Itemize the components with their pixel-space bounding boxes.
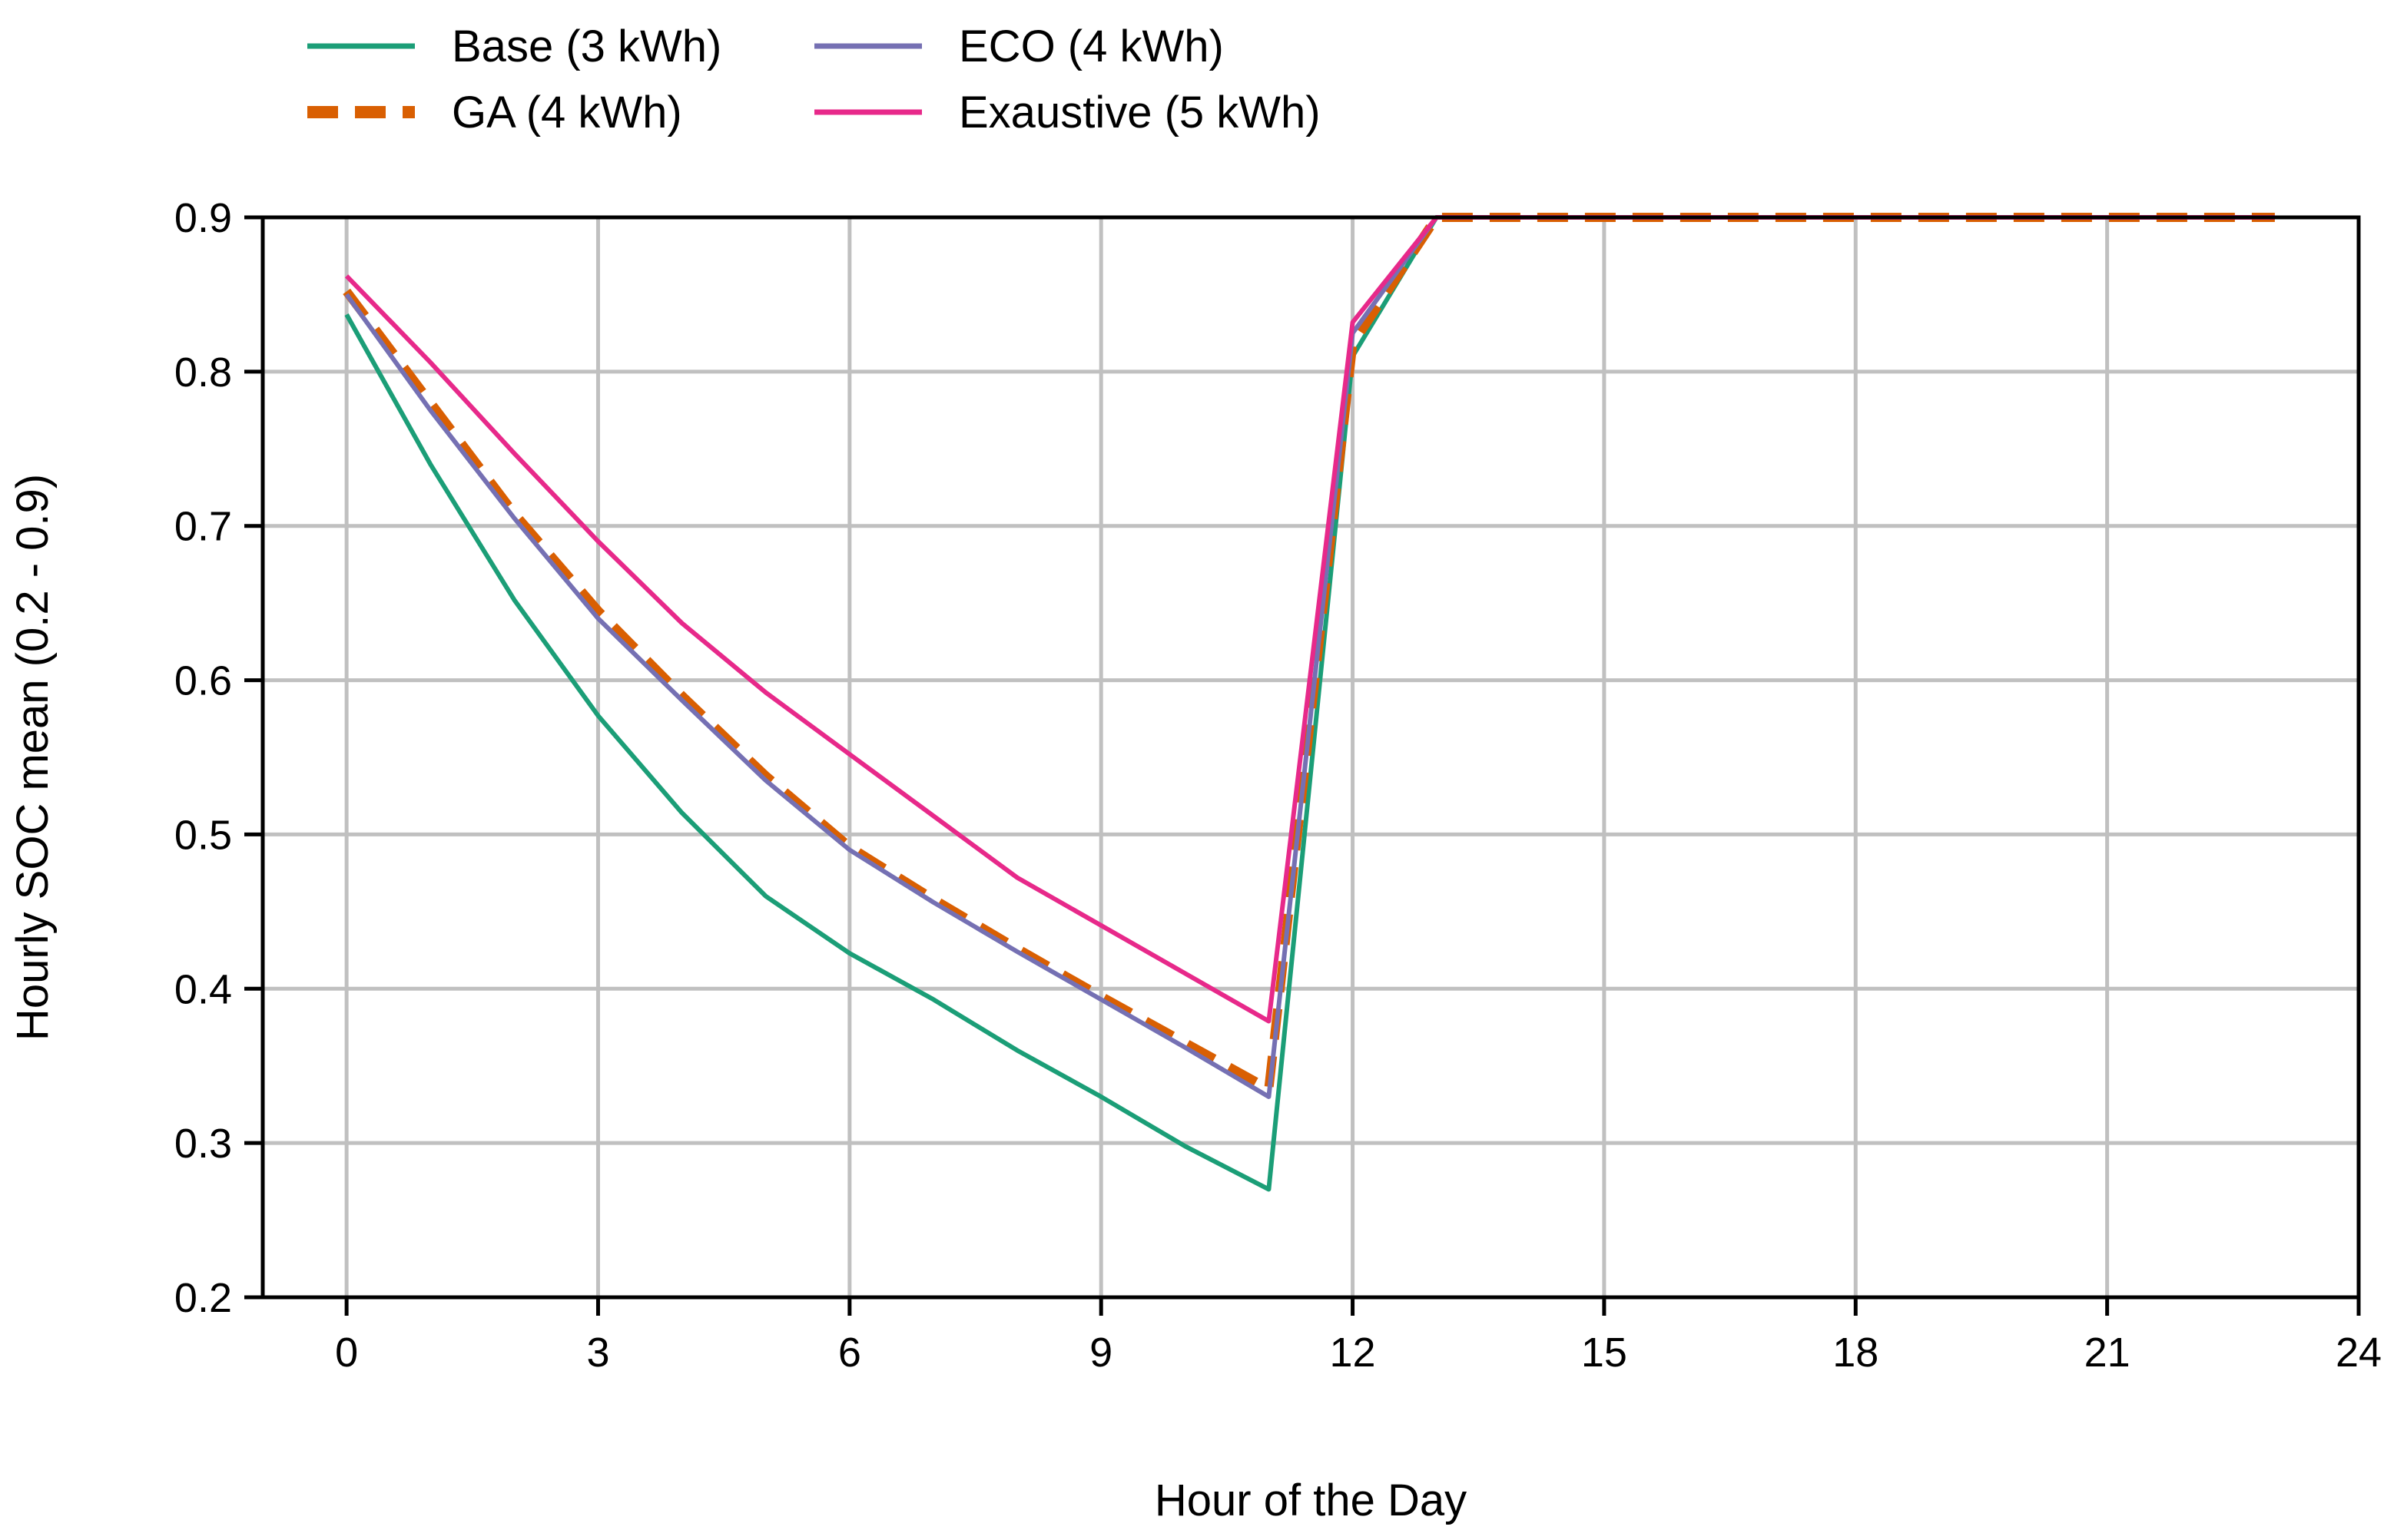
series-line-exaustive <box>344 215 2275 1024</box>
y-tick-label: 0.4 <box>174 966 232 1012</box>
legend-label-ga: GA (4 kWh) <box>452 88 682 137</box>
legend: Base (3 kWh) GA (4 kWh) ECO (4 kWh) Exausti… <box>307 22 1321 137</box>
axis-ticks: 0 3 6 9 12 15 18 21 24 0.2 0.3 0.4 0.5 0.6 0.7 0.8 0.9 <box>174 195 2382 1376</box>
x-tick-label: 24 <box>2336 1330 2382 1376</box>
x-tick-label: 21 <box>2084 1330 2130 1376</box>
y-tick-label: 0.6 <box>174 658 232 704</box>
series-line-ga <box>343 213 2275 1094</box>
legend-label-eco: ECO (4 kWh) <box>959 22 1224 71</box>
plot-frame <box>260 215 2361 1300</box>
x-tick-label: 9 <box>1089 1330 1112 1376</box>
legend-label-exaustive: Exaustive (5 kWh) <box>959 88 1321 137</box>
x-axis-title: Hour of the Day <box>1155 1475 1467 1525</box>
x-tick-label: 0 <box>335 1330 358 1376</box>
x-tick-label: 15 <box>1581 1330 1627 1376</box>
x-tick-label: 12 <box>1330 1330 1376 1376</box>
grid <box>263 217 2359 1297</box>
y-tick-label: 0.3 <box>174 1121 232 1167</box>
x-tick-label: 3 <box>586 1330 609 1376</box>
y-tick-label: 0.9 <box>174 195 232 241</box>
legend-label-base: Base (3 kWh) <box>452 22 721 71</box>
y-tick-label: 0.5 <box>174 812 232 858</box>
y-tick-label: 0.2 <box>174 1275 232 1321</box>
x-tick-label: 18 <box>1832 1330 1878 1376</box>
y-tick-label: 0.7 <box>174 504 232 550</box>
series-lines <box>343 213 2275 1192</box>
x-tick-label: 6 <box>838 1330 861 1376</box>
y-tick-label: 0.8 <box>174 349 232 396</box>
y-axis-title: Hourly SOC mean (0.2 - 0.9) <box>8 474 58 1041</box>
